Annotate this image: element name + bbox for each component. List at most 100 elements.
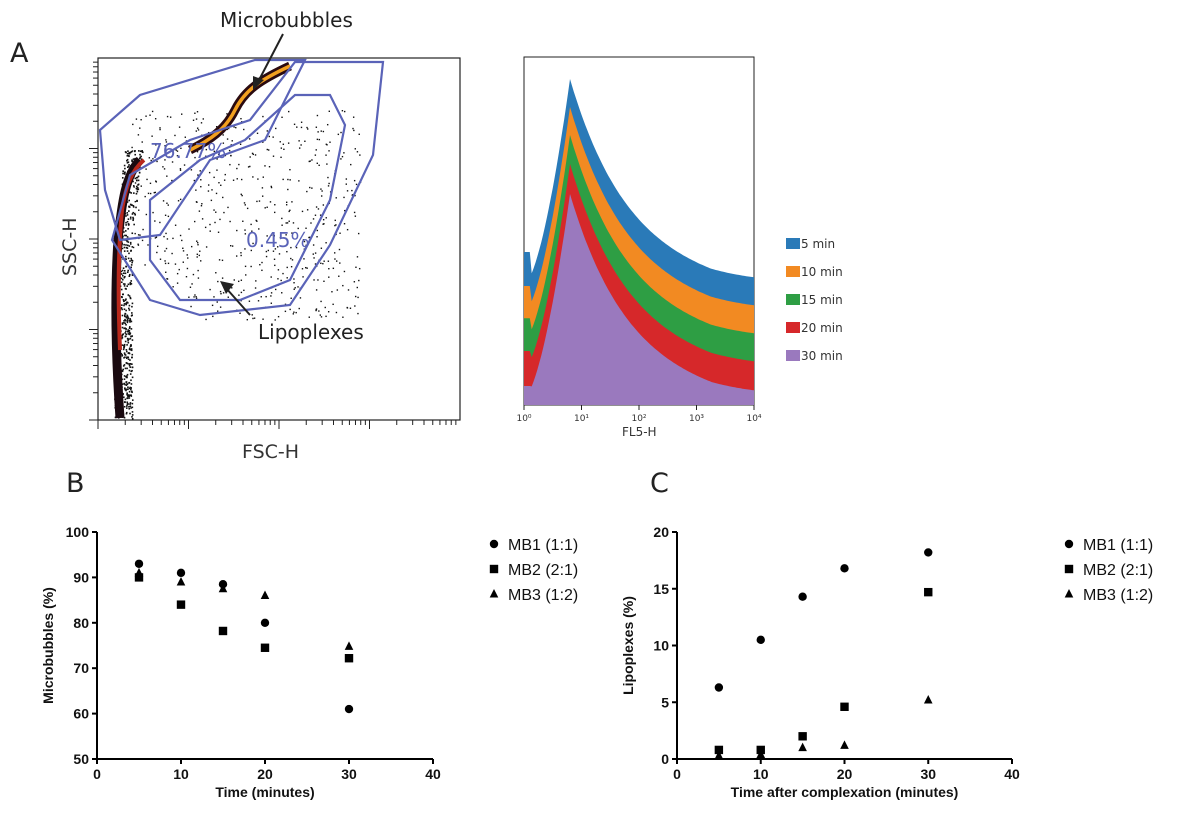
arrow-microbubbles [257, 33, 284, 83]
legend-label: MB3 (1:2) [508, 587, 578, 604]
flow-event [130, 280, 133, 282]
flow-event [213, 150, 216, 153]
flow-event [144, 195, 146, 198]
flow-event [284, 310, 287, 313]
y-tick-label: 10 [653, 638, 669, 654]
flow-event [123, 243, 125, 246]
flow-event [308, 160, 310, 163]
flow-event [120, 288, 123, 291]
flow-event [126, 362, 129, 365]
flow-event [281, 116, 283, 119]
flow-event [125, 330, 127, 333]
flow-event [122, 368, 125, 371]
flow-event [127, 283, 130, 286]
flow-event [188, 296, 190, 298]
flow-event [128, 333, 131, 336]
flow-event [130, 150, 133, 153]
x-tick-label: 10 [753, 766, 769, 782]
flow-event [131, 363, 133, 365]
flow-event [131, 204, 133, 206]
flow-event [213, 296, 215, 298]
flow-event [127, 341, 130, 344]
flow-event [261, 187, 264, 189]
flow-event [267, 249, 270, 252]
flow-event [251, 230, 253, 232]
flow-event [142, 151, 144, 154]
flow-event [125, 362, 128, 364]
flow-event [190, 245, 193, 248]
flow-event [313, 257, 315, 259]
flow-event [131, 339, 134, 341]
flow-event [126, 244, 129, 247]
flow-event [120, 281, 123, 284]
flow-event [304, 266, 307, 269]
flow-event [122, 365, 125, 367]
flow-event [346, 190, 349, 192]
flow-event [140, 119, 142, 121]
flow-event [134, 182, 137, 184]
flow-event [334, 224, 336, 227]
flow-event [287, 142, 290, 144]
flow-event [220, 292, 222, 295]
flow-event [127, 241, 130, 243]
flow-event [256, 132, 259, 135]
flow-event [269, 201, 272, 203]
data-point-circle [714, 683, 724, 692]
flow-event [127, 338, 130, 341]
flow-event [276, 246, 279, 248]
flow-event [165, 271, 167, 273]
flow-event [209, 288, 211, 291]
flow-event [298, 140, 300, 142]
flow-event [231, 140, 233, 142]
flow-event [319, 214, 322, 216]
flow-event [126, 212, 129, 214]
flow-event [217, 153, 220, 156]
flow-event [124, 167, 126, 170]
flow-event [264, 207, 266, 209]
flow-event [298, 307, 300, 310]
flow-event [252, 317, 254, 320]
flow-event [289, 308, 291, 311]
flow-event [121, 177, 124, 179]
flow-event [342, 316, 344, 318]
flow-event [172, 286, 174, 288]
flow-event [179, 168, 182, 170]
flow-event [120, 270, 123, 273]
flow-event [129, 319, 132, 322]
flow-event [289, 168, 291, 171]
data-point-triangle [260, 590, 270, 600]
flow-event [131, 366, 134, 369]
flow-event [335, 311, 338, 314]
flow-event [128, 329, 131, 332]
flow-event [125, 302, 128, 304]
panel-label-c: C [650, 468, 669, 499]
flow-event [197, 269, 199, 272]
flow-event [244, 265, 247, 268]
flow-event [252, 176, 254, 178]
flow-event [316, 236, 318, 238]
flow-event [126, 405, 128, 407]
flow-event [125, 381, 128, 383]
flow-event [126, 376, 128, 379]
flow-event [128, 199, 130, 202]
flow-event [154, 118, 157, 120]
flow-event [131, 356, 133, 359]
flow-y-axis-label: SSC-H [59, 217, 81, 276]
flow-event [124, 322, 126, 325]
flow-event [245, 274, 247, 276]
flow-event [197, 174, 199, 176]
flow-event [135, 176, 138, 179]
flow-event [252, 242, 254, 245]
flow-event [125, 349, 128, 351]
flow-event [291, 232, 293, 234]
flow-event [133, 212, 136, 215]
flow-event [128, 319, 131, 322]
flow-event [270, 234, 273, 236]
flow-event [130, 243, 132, 245]
flow-event [149, 114, 151, 116]
flow-event [127, 269, 129, 272]
flow-event [248, 138, 251, 140]
flow-event [125, 389, 127, 392]
flow-event [356, 256, 359, 258]
flow-event [131, 246, 134, 248]
